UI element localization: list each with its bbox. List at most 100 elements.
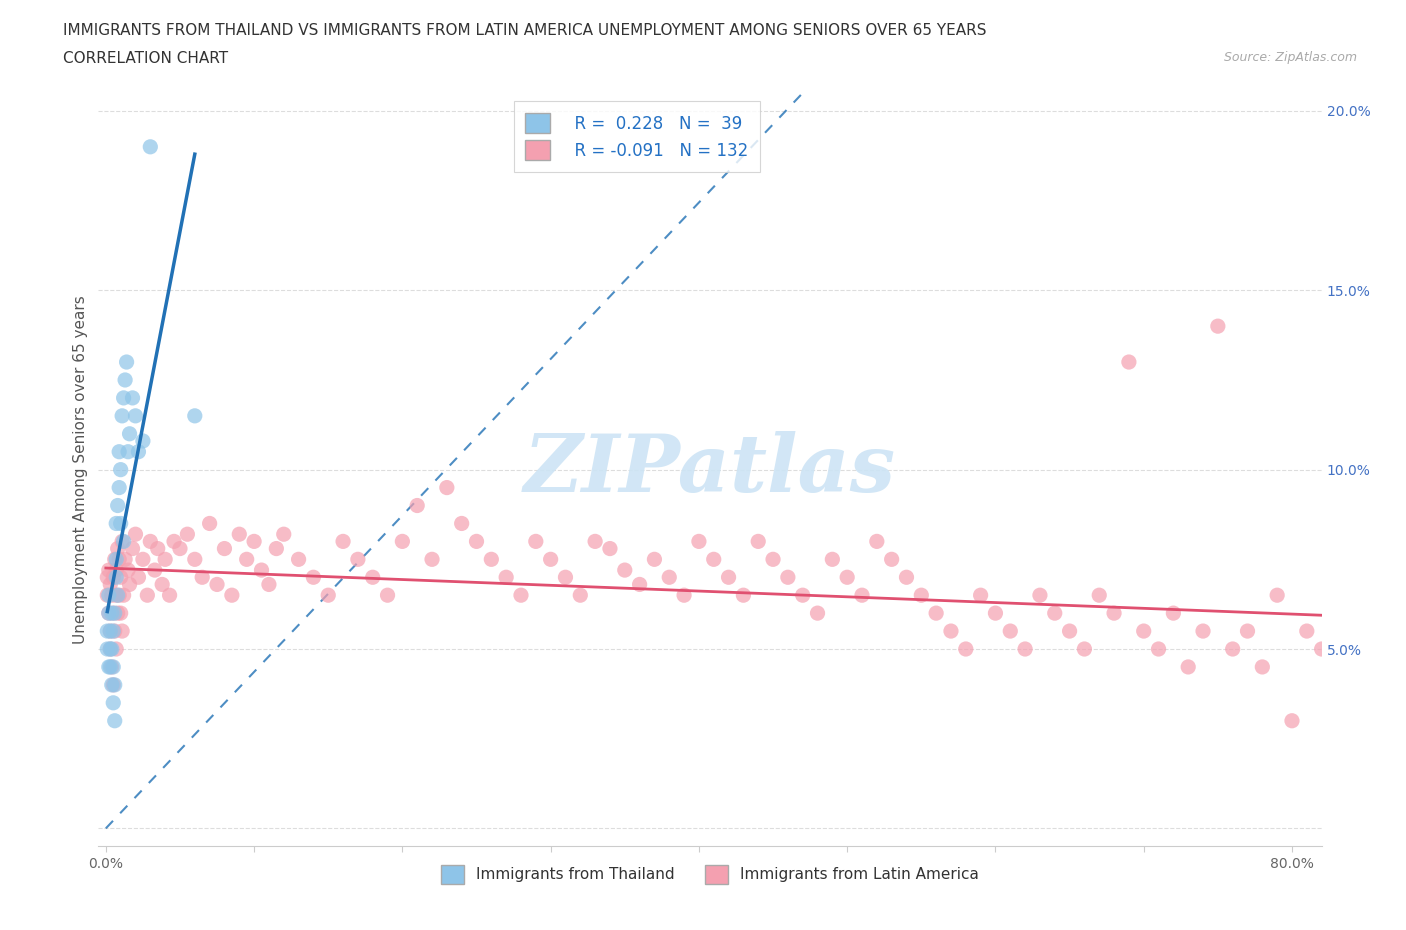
Point <box>98 577 121 591</box>
Point <box>107 541 129 556</box>
Point <box>1340 677 1362 692</box>
Point <box>111 534 134 549</box>
Point <box>117 445 139 459</box>
Point <box>114 551 136 566</box>
Point <box>105 588 128 603</box>
Point <box>97 563 120 578</box>
Point <box>205 577 228 591</box>
Point <box>717 570 740 585</box>
Point <box>776 570 799 585</box>
Point <box>191 570 214 585</box>
Point <box>1059 624 1081 639</box>
Point <box>107 588 129 603</box>
Point <box>243 534 266 549</box>
Point <box>104 713 127 728</box>
Point <box>569 588 592 603</box>
Point <box>1385 659 1406 674</box>
Point <box>628 577 651 591</box>
Point <box>110 570 132 585</box>
Point <box>127 570 149 585</box>
Point <box>228 526 250 541</box>
Point <box>139 534 162 549</box>
Point <box>143 563 166 578</box>
Point <box>114 373 136 388</box>
Point <box>110 462 132 477</box>
Point <box>673 588 696 603</box>
Point <box>108 551 131 566</box>
Point <box>153 551 176 566</box>
Point <box>1043 605 1066 620</box>
Point <box>132 551 155 566</box>
Point <box>524 534 547 549</box>
Point <box>1147 642 1170 657</box>
Point <box>104 677 127 692</box>
Point <box>127 445 149 459</box>
Point <box>98 659 121 674</box>
Point <box>115 354 138 369</box>
Point <box>100 605 122 620</box>
Point <box>420 551 443 566</box>
Point <box>406 498 429 513</box>
Point <box>1177 659 1199 674</box>
Text: CORRELATION CHART: CORRELATION CHART <box>63 51 228 66</box>
Point <box>111 408 134 423</box>
Y-axis label: Unemployment Among Seniors over 65 years: Unemployment Among Seniors over 65 years <box>73 296 89 644</box>
Point <box>1192 624 1215 639</box>
Point <box>792 588 814 603</box>
Point <box>1163 605 1185 620</box>
Point <box>495 570 517 585</box>
Point <box>146 541 169 556</box>
Point <box>103 570 125 585</box>
Point <box>1088 588 1111 603</box>
Point <box>96 570 118 585</box>
Point <box>866 534 889 549</box>
Point <box>104 551 127 566</box>
Point <box>103 696 125 711</box>
Point <box>599 541 621 556</box>
Point <box>97 605 120 620</box>
Point <box>302 570 325 585</box>
Point <box>176 526 198 541</box>
Text: Source: ZipAtlas.com: Source: ZipAtlas.com <box>1223 51 1357 64</box>
Text: ZIPatlas: ZIPatlas <box>524 431 896 509</box>
Point <box>643 551 665 566</box>
Point <box>105 563 128 578</box>
Point <box>1251 659 1274 674</box>
Point <box>100 588 122 603</box>
Point <box>112 534 135 549</box>
Point <box>510 588 533 603</box>
Point <box>436 480 458 495</box>
Point <box>169 541 191 556</box>
Point <box>250 563 273 578</box>
Point <box>955 642 977 657</box>
Point <box>450 516 472 531</box>
Point <box>1222 642 1244 657</box>
Legend: Immigrants from Thailand, Immigrants from Latin America: Immigrants from Thailand, Immigrants fro… <box>433 857 987 891</box>
Point <box>880 551 903 566</box>
Point <box>103 659 125 674</box>
Point <box>1029 588 1052 603</box>
Point <box>108 588 131 603</box>
Point <box>347 551 370 566</box>
Point <box>97 605 120 620</box>
Point <box>1295 624 1317 639</box>
Point <box>1236 624 1258 639</box>
Point <box>316 588 339 603</box>
Point <box>1369 624 1392 639</box>
Point <box>103 605 125 620</box>
Point <box>100 642 122 657</box>
Point <box>112 391 135 405</box>
Point <box>266 541 288 556</box>
Point <box>150 577 173 591</box>
Point <box>184 551 207 566</box>
Point <box>939 624 962 639</box>
Point <box>98 642 121 657</box>
Point <box>184 408 207 423</box>
Point <box>1326 659 1348 674</box>
Point <box>105 551 128 566</box>
Point <box>896 570 918 585</box>
Point <box>583 534 606 549</box>
Point <box>658 570 681 585</box>
Point <box>105 642 128 657</box>
Point <box>97 588 120 603</box>
